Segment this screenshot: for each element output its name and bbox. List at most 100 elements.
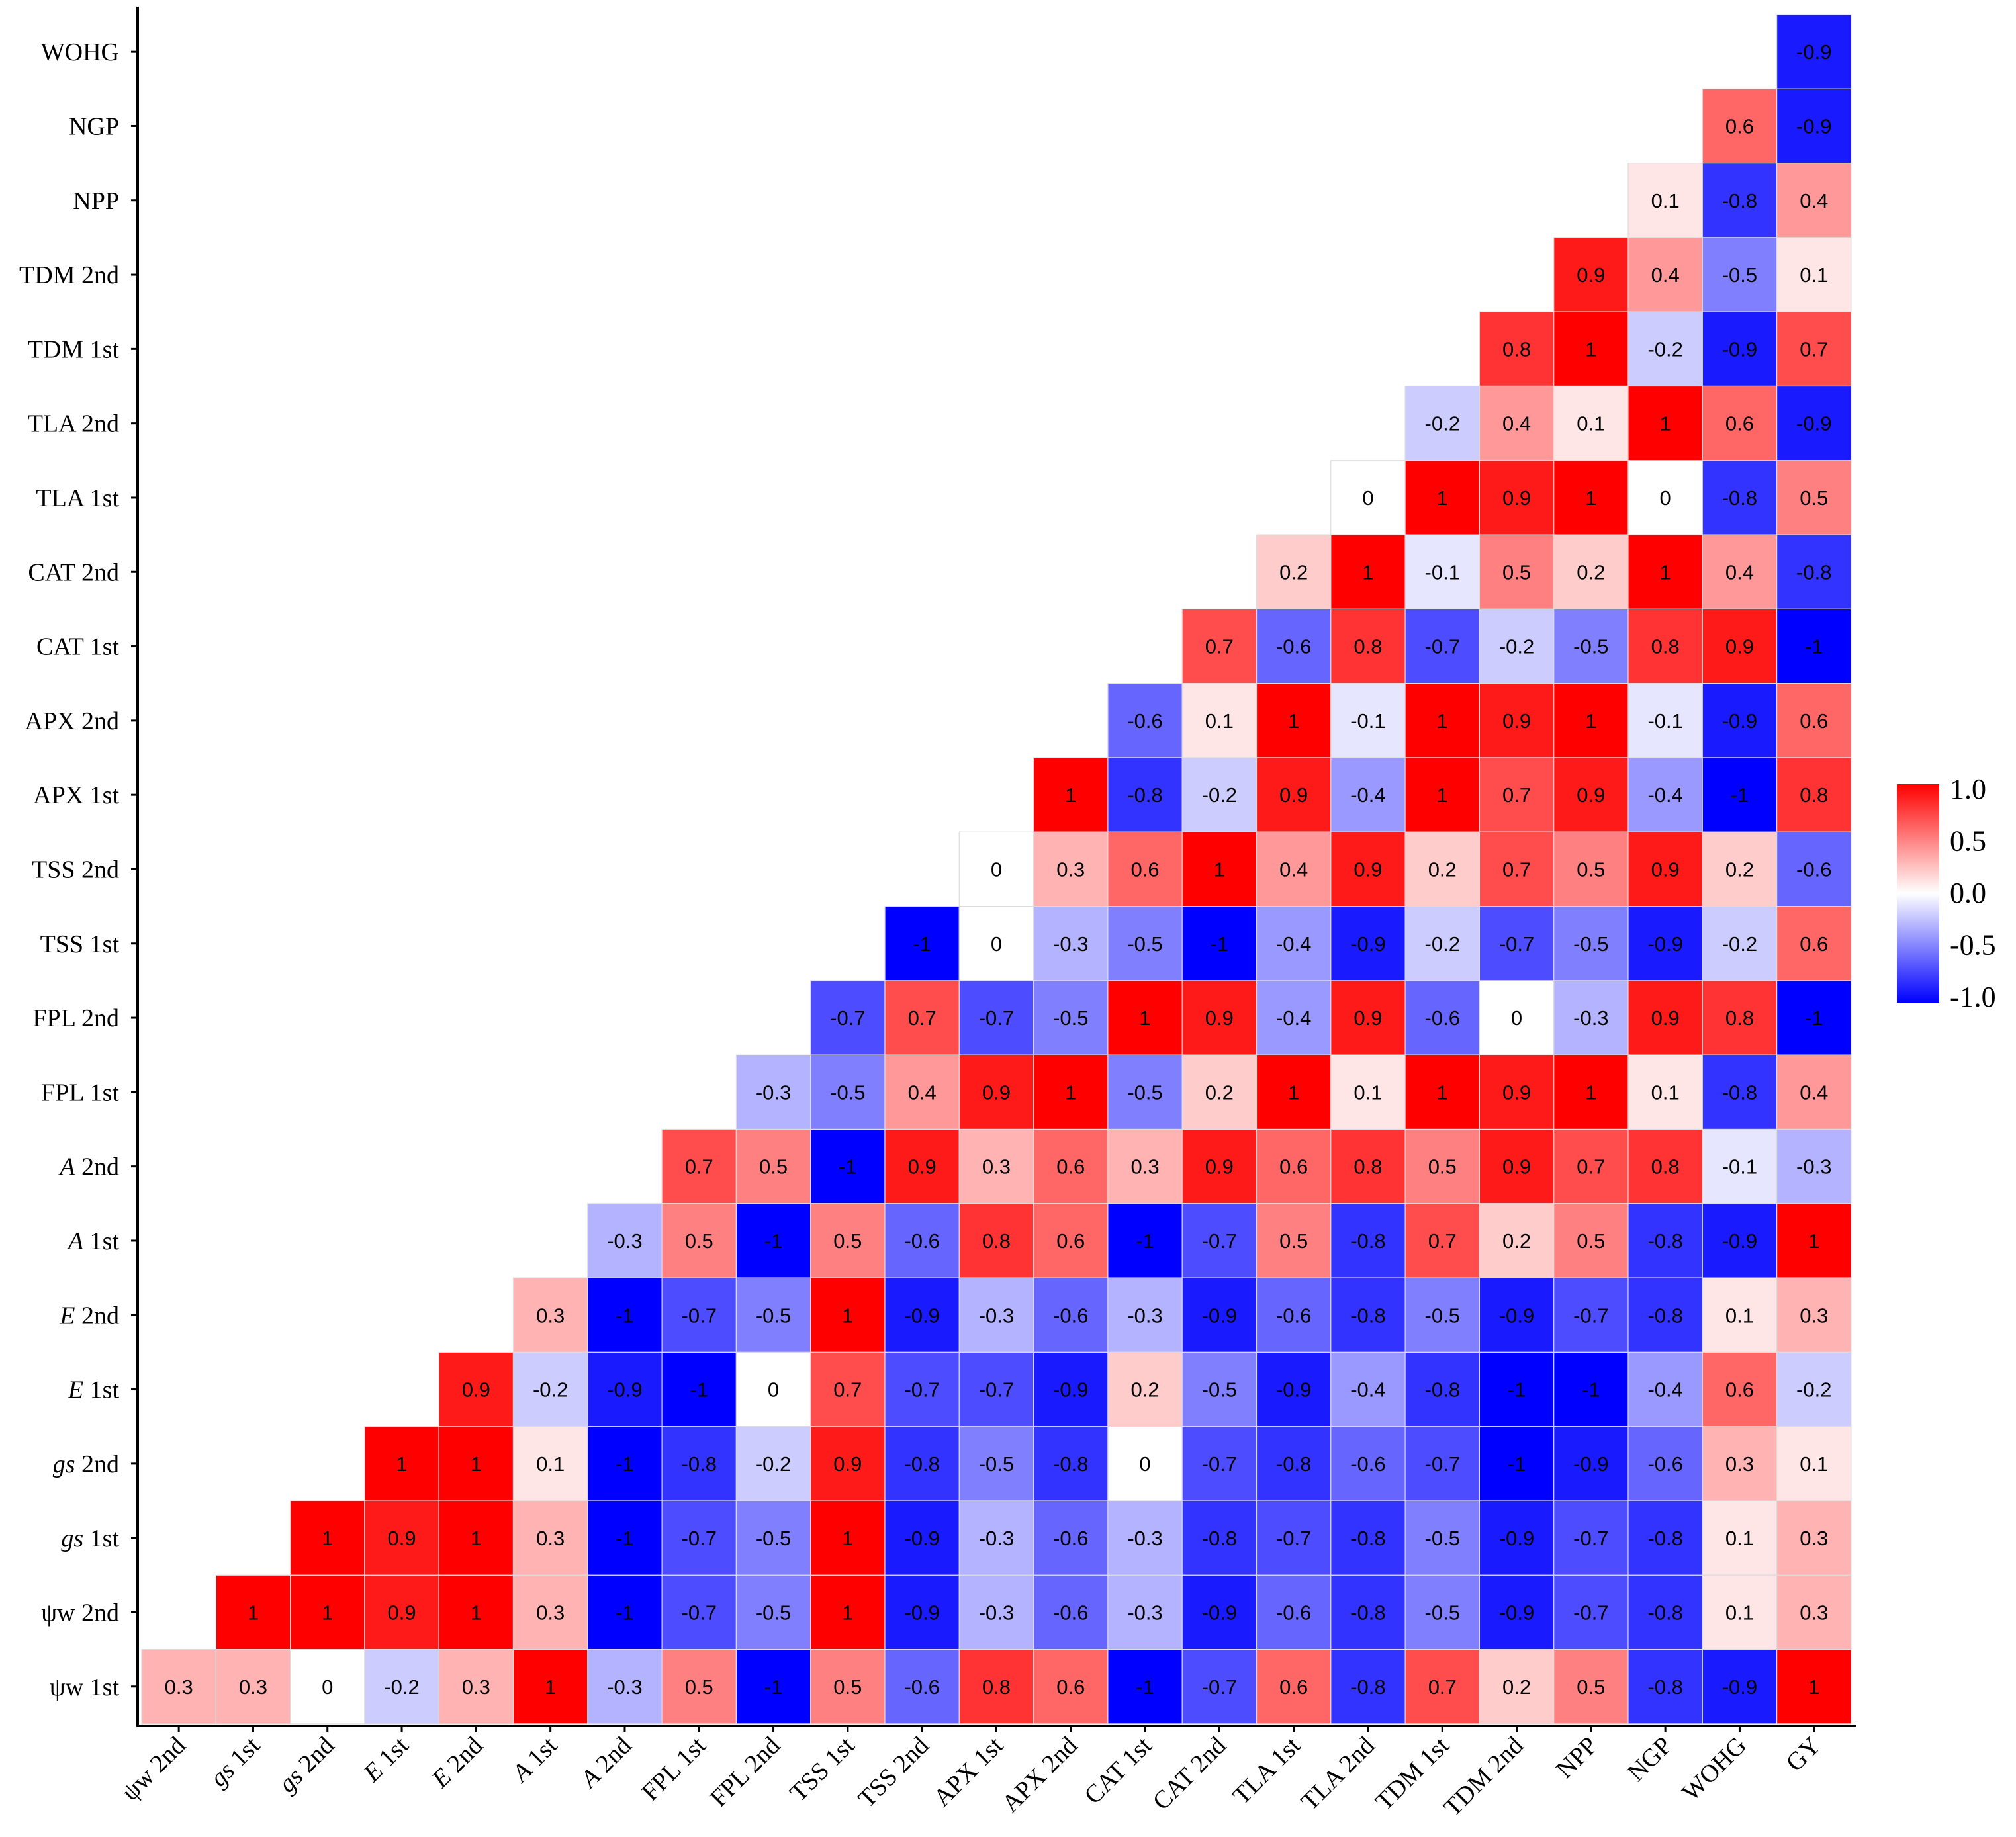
cell-value-label: 0.9 — [1502, 1155, 1531, 1179]
cell-value-label: -0.2 — [1202, 784, 1237, 807]
heatmap-cell — [661, 1426, 737, 1501]
cell-value-label: -0.8 — [1350, 1230, 1385, 1253]
cell-value-label: 0.7 — [833, 1378, 862, 1402]
x-tick-label-apx-1st: APX 1st — [928, 1731, 1009, 1812]
cell-value-label: -1 — [913, 932, 931, 956]
y-tick-label-psiw-2nd: ψw 2nd — [41, 1599, 119, 1627]
cell-value-label: 0 — [1660, 486, 1671, 510]
x-tick-label-gy: GY — [1781, 1732, 1827, 1777]
heatmap-cell — [1702, 534, 1778, 609]
heatmap-cell — [1256, 608, 1332, 684]
heatmap-cell — [1256, 1574, 1332, 1650]
heatmap-cell — [1181, 1426, 1258, 1501]
cell-value-label: 1 — [1362, 560, 1373, 584]
cell-value-label: 0.7 — [685, 1155, 713, 1179]
heatmap-cell — [438, 1351, 514, 1427]
heatmap-cell — [1553, 1351, 1629, 1427]
heatmap-cell — [884, 1351, 960, 1427]
cell-value-label: -0.8 — [1722, 189, 1757, 212]
heatmap-cell — [1404, 831, 1481, 907]
cell-value-label: 0.6 — [1056, 1230, 1085, 1253]
heatmap-cell — [1479, 1500, 1555, 1576]
heatmap-cell — [1330, 1500, 1406, 1576]
heatmap-cell — [1702, 311, 1778, 387]
cell-value-label: -0.7 — [1202, 1676, 1237, 1699]
heatmap-cell — [1479, 1128, 1555, 1204]
cell-value-label: -0.3 — [607, 1230, 642, 1253]
cell-value-label: 1 — [1660, 560, 1671, 584]
heatmap-cell — [884, 1649, 960, 1725]
cell-value-label: 1 — [471, 1453, 482, 1476]
heatmap-cell — [661, 1500, 737, 1576]
cell-value-label: -0.9 — [1350, 932, 1385, 956]
cell-value-label: 0.5 — [833, 1230, 862, 1253]
heatmap-cell — [1776, 460, 1852, 535]
heatmap-cell — [1776, 1426, 1852, 1501]
cell-value-label: -0.5 — [979, 1453, 1014, 1476]
heatmap-cell — [1776, 1054, 1852, 1130]
heatmap-cell — [1479, 905, 1555, 981]
heatmap-cell — [1479, 1277, 1555, 1353]
heatmap-cell — [1032, 1128, 1109, 1204]
legend-colorbar — [1897, 784, 1939, 1003]
cell-value-label: 0.7 — [1502, 858, 1531, 881]
cell-value-label: 1 — [1437, 784, 1448, 807]
cell-value-label: 0.5 — [1502, 560, 1531, 584]
cell-value-label: -0.8 — [1647, 1676, 1682, 1699]
heatmap-cell — [1404, 385, 1481, 461]
cell-value-label: 0.2 — [1725, 858, 1754, 881]
heatmap-cell — [1627, 1500, 1703, 1576]
heatmap-cell — [1181, 905, 1258, 981]
cell-value-label: 0.2 — [1577, 560, 1605, 584]
heatmap-cell — [1776, 88, 1852, 164]
cell-value-label: 0.2 — [1205, 1081, 1234, 1104]
cell-value-label: 0.6 — [1056, 1155, 1085, 1179]
heatmap-cell — [1776, 683, 1852, 758]
heatmap-cell — [1479, 683, 1555, 758]
cell-value-label: -1 — [764, 1676, 783, 1699]
cell-value-label: 0.1 — [1725, 1601, 1754, 1624]
cell-value-label: 0.6 — [1725, 114, 1754, 138]
x-tick-label-cat-2nd: CAT 2nd — [1148, 1732, 1232, 1816]
y-tick-label-e-1st: E 1st — [68, 1376, 120, 1404]
heatmap-cell — [958, 1277, 1034, 1353]
heatmap-cell — [1702, 1203, 1778, 1278]
heatmap-cell — [1553, 1277, 1629, 1353]
cell-value-label: 0.4 — [1651, 263, 1680, 287]
heatmap-cell — [1702, 163, 1778, 238]
heatmap-cell — [1181, 980, 1258, 1055]
heatmap-cell — [1032, 757, 1109, 832]
cell-value-label: -0.2 — [1425, 412, 1460, 435]
cell-value-label: -0.2 — [1647, 337, 1682, 361]
cell-value-label: 0.5 — [759, 1155, 788, 1179]
heatmap-cell — [810, 1574, 886, 1650]
cell-value-label: -0.5 — [1573, 932, 1608, 956]
heatmap-cell — [1776, 311, 1852, 387]
heatmap-cell — [1479, 1426, 1555, 1501]
y-tick-label-e-2nd: E 2nd — [59, 1302, 119, 1329]
cell-value-label: 1 — [1660, 412, 1671, 435]
heatmap-cell — [1330, 1426, 1406, 1501]
heatmap-cell — [1553, 385, 1629, 461]
cell-value-label: -0.7 — [1425, 1453, 1460, 1476]
cell-value-label: 0.4 — [1502, 412, 1531, 435]
heatmap-cell — [438, 1574, 514, 1650]
y-tick-label-cat-2nd: CAT 2nd — [28, 559, 119, 586]
cell-value-label: -0.9 — [904, 1527, 939, 1550]
heatmap-cell — [1404, 1500, 1481, 1576]
heatmap-cell — [661, 1277, 737, 1353]
x-tick-label-tdm-2nd: TDM 2nd — [1438, 1732, 1528, 1822]
cell-value-label: -0.9 — [904, 1601, 939, 1624]
cell-value-label: -0.8 — [1425, 1378, 1460, 1402]
heatmap-cell — [810, 980, 886, 1055]
cell-value-label: -0.9 — [1722, 709, 1757, 733]
heatmap-cell — [512, 1426, 588, 1501]
cell-value-label: 0.5 — [1279, 1230, 1308, 1253]
heatmap-cell — [1256, 1203, 1332, 1278]
cell-value-label: -1 — [839, 1155, 857, 1179]
cell-value-label: 0 — [1511, 1007, 1522, 1030]
cell-value-label: -1 — [764, 1230, 783, 1253]
cell-value-label: -0.1 — [1722, 1155, 1757, 1179]
heatmap-cell — [1107, 1574, 1183, 1650]
